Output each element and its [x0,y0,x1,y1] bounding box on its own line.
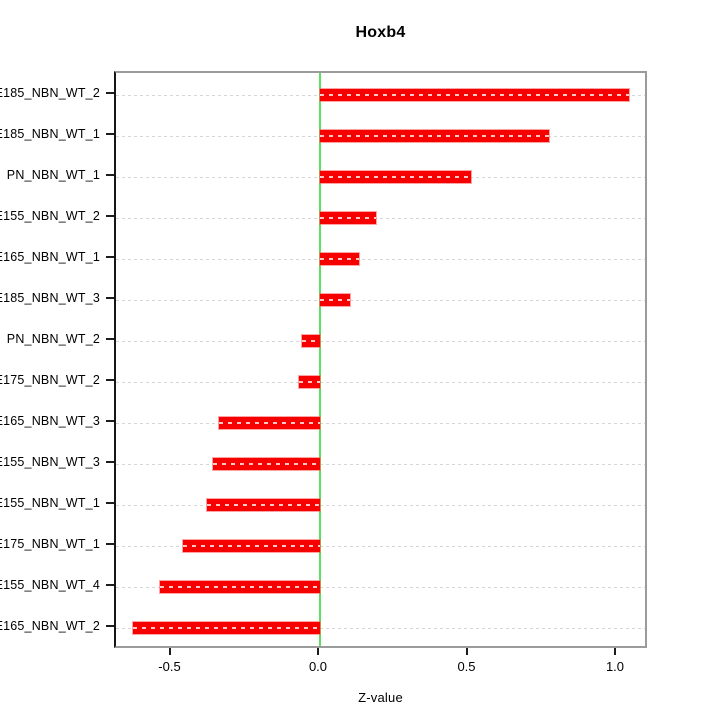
bar-E155_NBN_WT_3 [213,458,320,470]
y-axis-tick [106,133,114,135]
gridline [116,423,645,424]
y-axis-tick [106,215,114,217]
y-axis-tick [106,174,114,176]
bar-E165_NBN_WT_2 [132,622,320,634]
bar-E155_NBN_WT_1 [207,499,320,511]
gridline [116,464,645,465]
gridline [116,218,645,219]
category-label: E175_NBN_WT_1 [0,537,100,551]
zero-reference-line [319,73,321,646]
category-label: E165_NBN_WT_2 [0,619,100,633]
gridline [116,341,645,342]
category-label: E165_NBN_WT_3 [0,414,100,428]
y-axis-tick [106,543,114,545]
y-axis-tick [106,338,114,340]
x-axis-tick [465,648,468,655]
category-label: E155_NBN_WT_2 [0,209,100,223]
category-label: PN_NBN_WT_1 [6,168,100,182]
x-tick-label: 0.0 [308,659,328,674]
y-axis-tick [106,625,114,627]
x-axis-tick [168,648,171,655]
y-axis-tick [106,379,114,381]
gridline [116,382,645,383]
category-label: E185_NBN_WT_3 [0,291,100,305]
bar-E165_NBN_WT_1 [320,253,359,265]
gridline [116,259,645,260]
bar-E175_NBN_WT_2 [299,376,320,388]
plot-area [114,71,647,648]
gridline [116,628,645,629]
x-tick-label: 0.5 [457,659,476,674]
y-axis-tick [106,420,114,422]
bar-E185_NBN_WT_1 [320,130,549,142]
x-tick-label: 1.0 [605,659,625,674]
category-label: PN_NBN_WT_2 [6,332,100,346]
bar-E165_NBN_WT_3 [219,417,320,429]
bar-E185_NBN_WT_2 [320,89,629,101]
y-axis-tick [106,297,114,299]
chart-title: Hoxb4 [355,24,406,41]
category-label: E185_NBN_WT_2 [0,86,100,100]
y-axis-tick [106,92,114,94]
bar-PN_NBN_WT_2 [302,335,320,347]
bar-PN_NBN_WT_1 [320,171,472,183]
gridline [116,300,645,301]
y-axis-tick [106,584,114,586]
bar-E155_NBN_WT_4 [159,581,320,593]
x-axis-tick [614,648,616,655]
category-label: E155_NBN_WT_1 [0,496,100,510]
bar-E175_NBN_WT_1 [183,540,320,552]
category-label: E155_NBN_WT_4 [0,578,100,592]
x-tick-label: -0.5 [158,659,181,674]
category-label: E175_NBN_WT_2 [0,373,100,387]
category-label: E155_NBN_WT_3 [0,455,100,469]
y-axis-tick [106,502,114,504]
x-axis-title: Z-value [358,690,403,705]
category-label: E165_NBN_WT_1 [0,250,100,264]
gridline [116,587,645,588]
y-axis-tick [106,256,114,258]
category-label: E185_NBN_WT_1 [0,127,100,141]
y-axis-tick [106,461,114,463]
x-axis-tick [317,648,319,655]
gridline [116,505,645,506]
bar-E185_NBN_WT_3 [320,294,350,306]
bar-E155_NBN_WT_2 [320,212,377,224]
gridline [116,546,645,547]
